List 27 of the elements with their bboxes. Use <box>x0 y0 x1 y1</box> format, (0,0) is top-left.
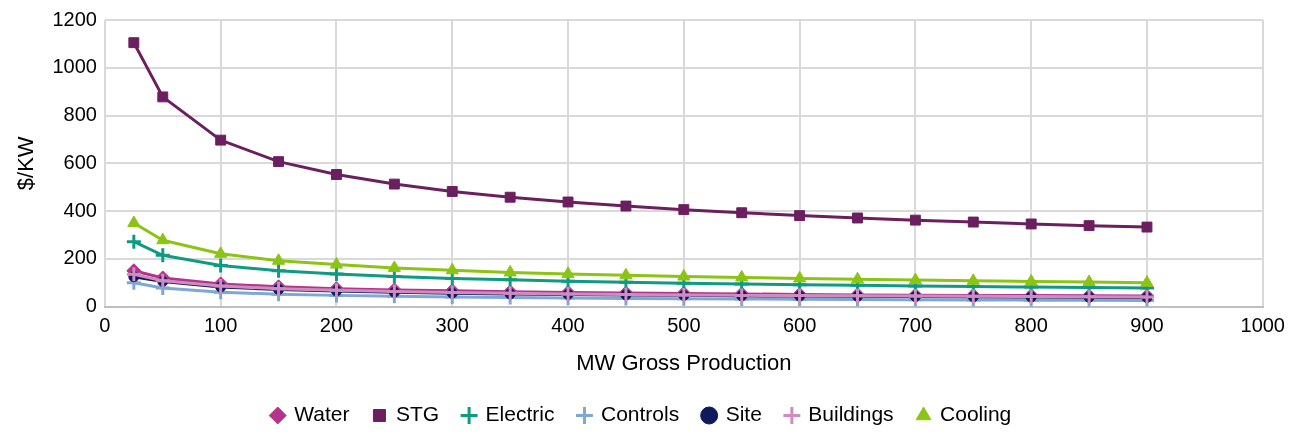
legend-label: Buildings <box>808 402 894 426</box>
y-axis-title: $/KW <box>13 136 39 191</box>
x-tick-label: 700 <box>898 314 933 337</box>
x-tick-label: 1000 <box>1240 314 1285 337</box>
legend-label: STG <box>395 402 440 426</box>
y-tick-label: 1000 <box>52 55 97 78</box>
y-tick-label: 0 <box>85 294 97 317</box>
x-tick-label: 900 <box>1130 314 1164 337</box>
x-tick-label: 300 <box>435 314 469 337</box>
y-tick-label: 200 <box>63 246 97 269</box>
y-tick-label: 800 <box>63 103 97 126</box>
x-tick-label: 800 <box>1014 314 1048 337</box>
y-tick-label: 1200 <box>52 7 97 30</box>
y-tick-label: 400 <box>63 198 97 221</box>
legend-label: Cooling <box>940 402 1012 426</box>
x-tick-label: 500 <box>667 314 701 337</box>
x-tick-label: 600 <box>782 314 817 337</box>
x-tick-label: 200 <box>319 314 354 337</box>
legend-label: Controls <box>600 402 680 426</box>
y-tick-label: 600 <box>63 150 97 173</box>
legend-label: Site <box>725 402 762 426</box>
legend-label: Water <box>294 402 350 426</box>
x-tick-label: 400 <box>551 314 585 337</box>
x-axis-title: MW Gross Production <box>576 349 792 375</box>
legend-label: Electric <box>485 402 555 426</box>
x-tick-label: 100 <box>203 314 238 337</box>
x-tick-label: 0 <box>99 314 111 337</box>
